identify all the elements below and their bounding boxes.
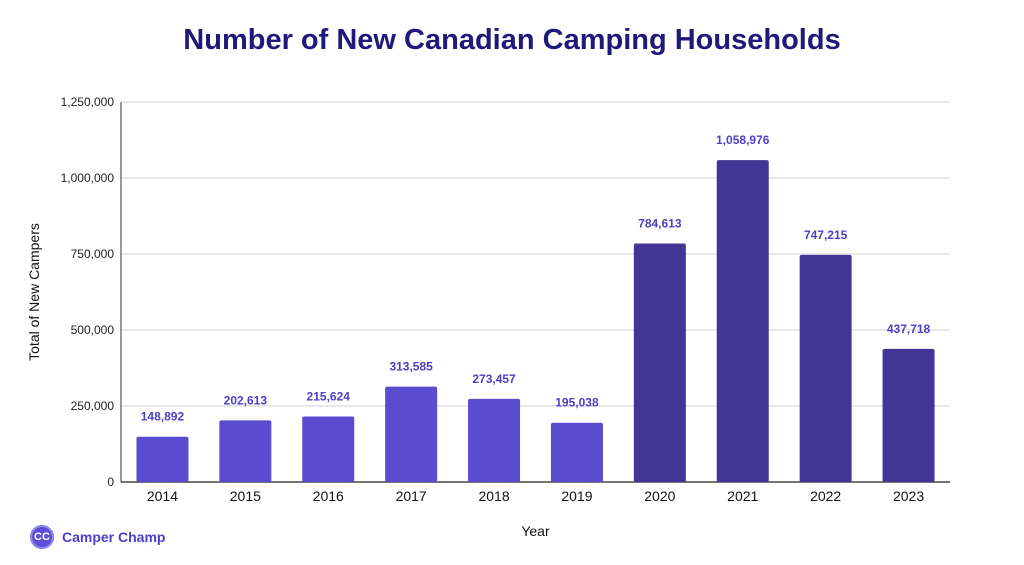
bar-2015 — [219, 420, 272, 482]
data-label-2022: 747,215 — [804, 228, 848, 242]
brand: CC Camper Champ — [30, 525, 165, 549]
data-label-2021: 1,058,976 — [716, 133, 770, 147]
bar-2019 — [550, 422, 603, 482]
camper-champ-logo-icon: CC — [30, 525, 54, 549]
x-tick-label-2017: 2017 — [396, 488, 427, 504]
x-tick-label-2023: 2023 — [893, 488, 924, 504]
bar-2023 — [882, 348, 935, 482]
data-label-2017: 313,585 — [389, 360, 433, 374]
bar-2022 — [799, 254, 852, 482]
data-label-2018: 273,457 — [472, 372, 516, 386]
bar-2018 — [468, 398, 521, 482]
bar-2020 — [633, 243, 686, 482]
x-tick-label-2022: 2022 — [810, 488, 841, 504]
y-tick-label: 750,000 — [71, 247, 115, 261]
x-tick-label-2016: 2016 — [313, 488, 344, 504]
y-axis-title: Total of New Campers — [26, 223, 42, 361]
data-label-2023: 437,718 — [887, 322, 931, 336]
y-tick-label: 1,000,000 — [61, 171, 115, 185]
data-label-2015: 202,613 — [224, 393, 268, 407]
data-label-2020: 784,613 — [638, 216, 682, 230]
x-tick-label-2021: 2021 — [727, 488, 758, 504]
y-tick-label: 1,250,000 — [61, 95, 115, 109]
x-tick-label-2020: 2020 — [644, 488, 675, 504]
x-tick-label-2015: 2015 — [230, 488, 261, 504]
y-tick-label: 500,000 — [71, 323, 115, 337]
y-tick-label: 250,000 — [71, 399, 115, 413]
bar-2014 — [136, 436, 189, 482]
chart-title: Number of New Canadian Camping Household… — [183, 24, 841, 56]
x-tick-label-2018: 2018 — [478, 488, 509, 504]
data-label-2014: 148,892 — [141, 410, 185, 424]
data-label-2019: 195,038 — [555, 396, 599, 410]
brand-name: Camper Champ — [62, 529, 166, 545]
x-tick-label-2014: 2014 — [147, 488, 178, 504]
bar-2017 — [385, 386, 438, 482]
x-axis-title: Year — [521, 523, 550, 539]
data-label-2016: 215,624 — [307, 389, 351, 403]
y-tick-label: 0 — [107, 475, 114, 489]
bar-2021 — [716, 160, 769, 482]
x-tick-label-2019: 2019 — [561, 488, 592, 504]
bar-2016 — [302, 416, 355, 482]
